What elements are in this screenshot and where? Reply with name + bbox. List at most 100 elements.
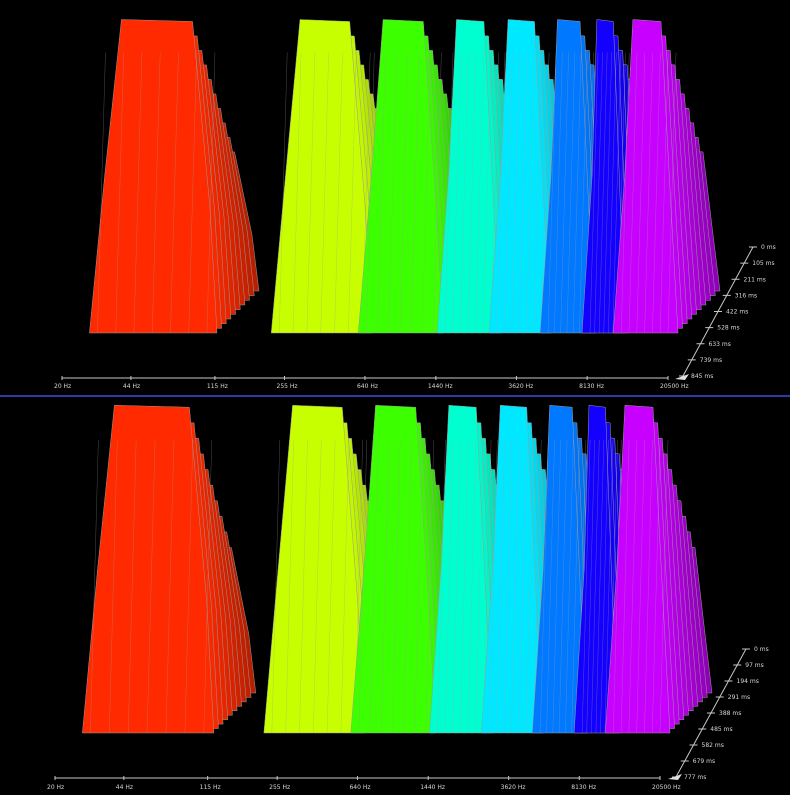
band-4-mesh-4 [526,52,535,334]
band-3-mesh-4 [467,439,477,734]
band-0 [82,404,257,734]
band-2-mesh-1 [377,52,386,334]
band-4-mesh-1 [496,439,505,734]
band-5-mesh-2 [552,439,562,734]
band-4-mesh-3 [511,439,520,734]
band-3-mesh-1 [452,52,461,334]
freq-tick-label-2: 115 Hz [207,383,228,390]
band-6-mesh-2 [598,52,608,334]
band-0 [89,19,260,334]
time-tick-label-7: 739 ms [700,357,722,364]
waterfall-panel-bottom: 20 Hz 44 Hz 115 Hz 255 Hz 640 Hz 1440 Hz 3620 … [47,404,769,791]
band-3-mesh-0 [444,52,454,334]
band-7-mesh-4 [644,439,653,734]
band-0-mesh-1 [109,439,118,734]
band-1-mesh-4 [334,52,343,334]
axis-arrow [675,374,689,380]
freq-tick-label-6: 3620 Hz [501,784,526,791]
freq-tick-label-0: 20 Hz [47,784,64,791]
band-5-mesh-4 [572,52,582,334]
band-3-mesh-2 [460,52,469,334]
freq-tick-label-3: 255 Hz [269,784,290,791]
band-4-mesh-2 [511,52,520,334]
band-4-mesh-3 [518,52,528,334]
band-3-mesh-1 [444,439,454,734]
band-3-mesh-6 [490,52,499,334]
band-0-mesh-4 [170,52,179,334]
band-6-mesh-5 [604,439,614,734]
time-tick-label-0: 0 ms [754,646,769,653]
band-1-mesh-4 [326,439,336,734]
freq-tick-label-7: 8130 Hz [579,383,604,390]
freq-tick-label-8: 20500 Hz [652,784,681,791]
band-5-mesh-5 [571,439,580,734]
band-2-mesh-2 [380,439,390,734]
band-0-mesh-2 [133,52,143,334]
band-2-mesh-5 [414,439,423,734]
band-5-mesh-0 [540,439,549,734]
band-7-mesh-3 [636,439,645,734]
band-1-mesh-5 [340,439,350,734]
band-7-mesh-6 [659,439,669,734]
band-4-mesh-5 [525,439,535,734]
band-7 [604,404,713,734]
freq-tick-label-0: 20 Hz [54,383,71,390]
band-2-mesh-6 [425,439,434,734]
band-7-slice-0 [612,19,679,334]
band-5-mesh-1 [546,439,555,734]
band-3-mesh-5 [482,52,492,334]
band-6-mesh-0 [589,52,599,334]
band-7-mesh-5 [659,52,669,334]
band-3-mesh-0 [437,439,446,734]
band-6-mesh-1 [586,439,595,734]
axis-arrow [668,774,682,780]
freq-tick-label-7: 8130 Hz [571,784,596,791]
freq-tick-label-5: 1440 Hz [420,784,445,791]
time-tick-label-5: 485 ms [710,726,732,733]
band-2-mesh-5 [422,52,431,334]
band-1-mesh-3 [320,52,329,334]
time-tick-label-2: 194 ms [737,678,759,685]
freq-tick-label-1: 44 Hz [123,383,140,390]
band-5-mesh-3 [566,52,576,334]
freq-tick-label-5: 1440 Hz [428,383,453,390]
band-3-mesh-2 [452,439,461,734]
band-3-mesh-6 [482,439,492,734]
time-tick-label-1: 105 ms [752,260,774,267]
band-1-mesh-3 [313,439,322,734]
band-2-mesh-3 [399,52,409,334]
time-tick-label-3: 316 ms [735,292,757,299]
time-tick-label-8: 845 ms [691,373,713,380]
time-tick-label-4: 422 ms [726,309,748,316]
band-6-mesh-3 [603,52,612,334]
freq-axis: 20 Hz 44 Hz 115 Hz 255 Hz 640 Hz 1440 Hz 3620 … [54,376,689,390]
band-1-mesh-1 [285,439,294,734]
band-6-mesh-1 [594,52,603,334]
band-0-mesh-0 [97,52,106,334]
band-3-mesh-5 [475,439,484,734]
band-7-mesh-6 [667,52,677,334]
band-0-slice-0 [89,19,218,334]
band-4-mesh-4 [518,439,527,734]
band-0-mesh-3 [151,52,161,334]
band-7-mesh-0 [613,439,622,734]
band-2-mesh-1 [369,439,379,734]
time-axis: 0 ms 105 ms 211 ms 316 ms 422 ms 528 ms 633 ms… [675,244,776,380]
band-4-mesh-6 [540,52,550,334]
band-0-mesh-0 [90,439,99,734]
band-6-mesh-3 [595,439,605,734]
band-6-mesh-0 [581,439,591,734]
waterfall-panel-top: 20 Hz 44 Hz 115 Hz 255 Hz 640 Hz 1440 Hz 3620 … [54,19,776,390]
time-tick-label-1: 97 ms [745,662,764,669]
band-0-mesh-3 [146,439,156,734]
freq-tick-label-6: 3620 Hz [508,383,533,390]
time-tick-label-6: 582 ms [702,742,724,749]
freq-tick-label-8: 20500 Hz [660,383,689,390]
freq-tick-label-3: 255 Hz [277,383,298,390]
band-5-mesh-2 [560,52,569,334]
band-0-mesh-5 [184,439,194,734]
time-tick-label-0: 0 ms [761,244,776,251]
band-2-mesh-4 [403,439,412,734]
